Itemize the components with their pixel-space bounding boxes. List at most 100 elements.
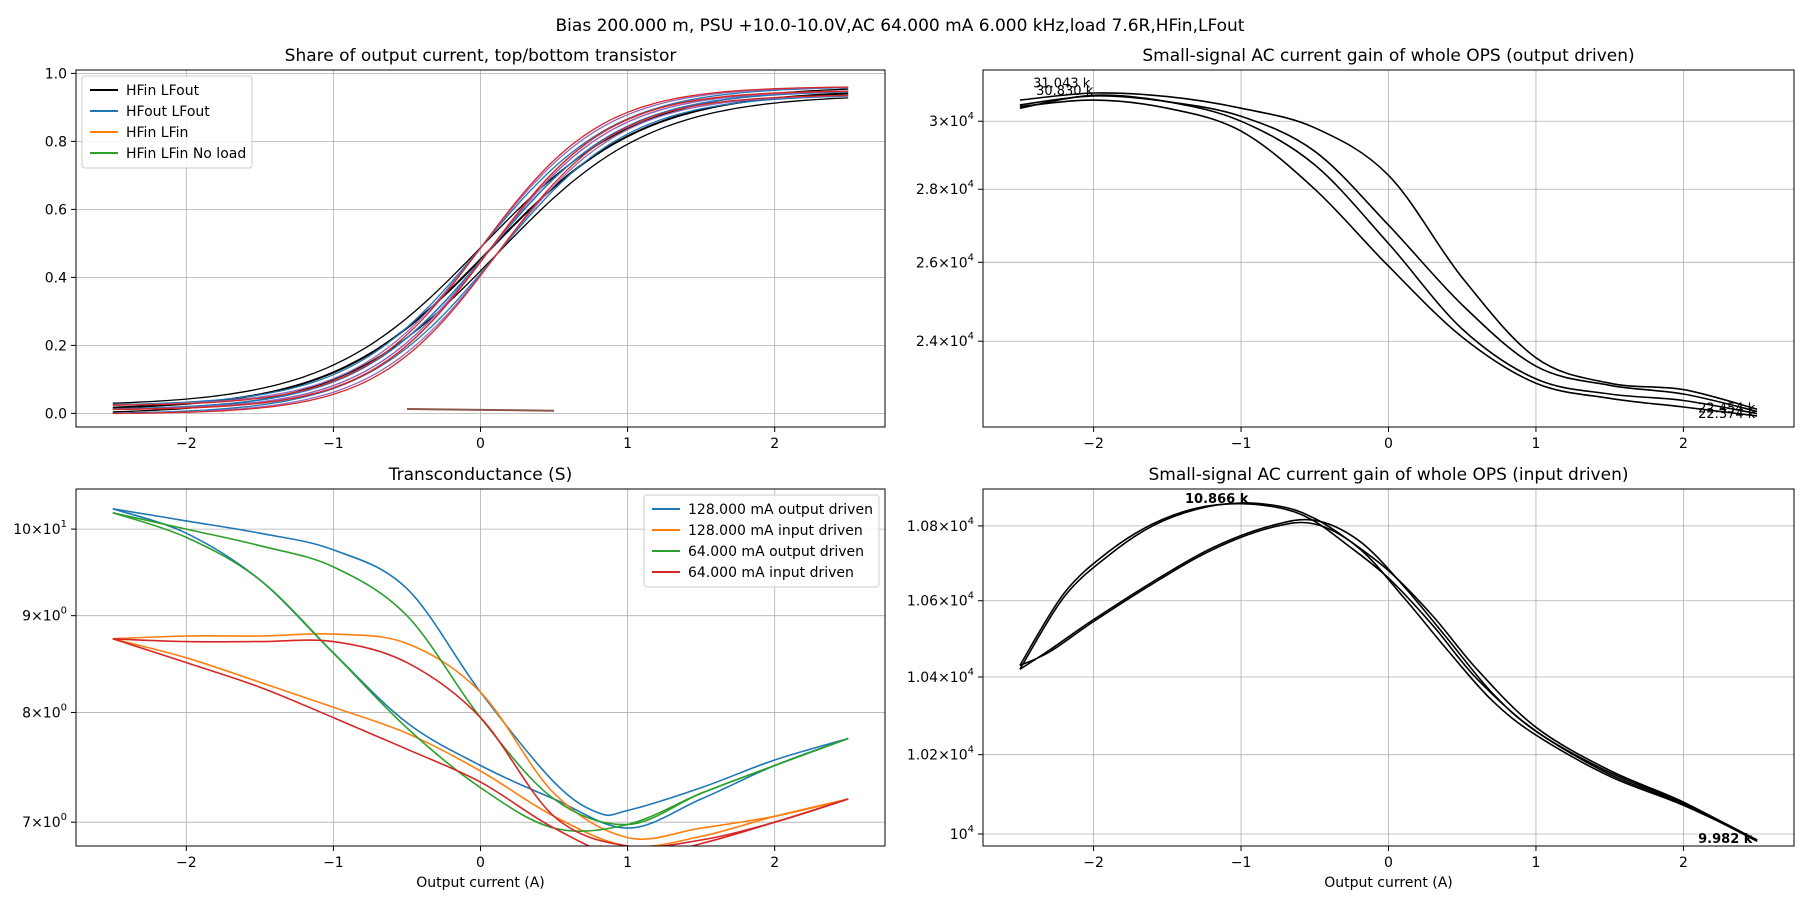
legend: HFin LFout HFout LFout HFin LFin HFin LFin …: [81, 75, 253, 169]
plot-area: [112, 508, 849, 846]
x-tick-label: 0: [476, 855, 485, 871]
panel-title: Small-signal AC current gain of whole OP…: [1142, 46, 1634, 66]
grid: [983, 70, 1794, 427]
y-tick-exponent: 4: [968, 252, 974, 263]
y-tick-exponent: 0: [61, 812, 67, 823]
x-tick-label: −1: [323, 436, 344, 452]
legend-entry: HFin LFin No load: [126, 146, 246, 162]
panel-title: Small-signal AC current gain of whole OP…: [1149, 465, 1629, 485]
y-tick-label: 9×100: [22, 606, 67, 625]
y-tick-label: 0.6: [45, 202, 67, 218]
y-tick-label: 1.06×104: [907, 591, 974, 610]
legend-entry: 64.000 mA output driven: [688, 544, 864, 560]
y-tick-label: 1.04×104: [907, 667, 974, 686]
y-tick-times: ×10: [31, 815, 61, 831]
x-tick-label: −1: [1231, 436, 1252, 452]
series-line: [1019, 521, 1758, 841]
y-tick-times: ×10: [938, 182, 968, 198]
y-tick-mantissa: 10: [950, 827, 968, 843]
y-tick-mantissa: 1.06: [907, 594, 938, 610]
series-line: [112, 86, 849, 406]
legend-entry: 64.000 mA input driven: [688, 565, 854, 581]
point-annotation: 9.982 k: [1698, 832, 1753, 847]
y-tick-times: ×10: [938, 255, 968, 271]
grid: [983, 489, 1794, 846]
y-tick-times: ×10: [938, 334, 968, 350]
y-tick-label: 10×101: [13, 519, 67, 538]
y-tick-mantissa: 8: [22, 705, 31, 721]
x-tick-label: −2: [176, 855, 197, 871]
legend-entry: HFin LFin: [126, 125, 188, 141]
y-tick-label: 2.8×104: [916, 179, 974, 198]
y-tick-mantissa: 3: [929, 114, 938, 130]
y-tick-label: 0.8: [45, 134, 67, 150]
y-tick-label: 1.0: [45, 66, 67, 82]
y-tick-exponent: 4: [968, 667, 974, 678]
y-tick-mantissa: 9: [22, 609, 31, 625]
y-tick-mantissa: 1.08: [907, 519, 938, 535]
series-line: [112, 633, 849, 840]
series-line: [1019, 95, 1758, 413]
x-tick-label: 2: [770, 855, 779, 871]
y-tick-times: ×10: [31, 705, 61, 721]
y-tick-label: 1.08×104: [907, 516, 974, 535]
y-tick-label: 2.6×104: [916, 252, 974, 271]
series-line: [1019, 92, 1758, 410]
y-tick-exponent: 4: [968, 331, 974, 342]
x-tick-label: −2: [1083, 436, 1104, 452]
y-tick-label: 0.2: [45, 338, 67, 354]
plot-area: [112, 86, 849, 415]
grid: [76, 489, 885, 846]
series-line: [112, 95, 849, 414]
legend-entry: HFin LFout: [126, 83, 200, 99]
series-line: [112, 90, 849, 411]
y-tick-mantissa: 1.04: [907, 670, 938, 686]
y-tick-exponent: 4: [968, 111, 974, 122]
x-tick-label: 1: [1531, 855, 1540, 871]
y-tick-exponent: 4: [968, 824, 974, 835]
panel-gain-input-driven: −2 −1 0 1 21041.02×1041.04×1041.06×1041.08×1…: [907, 465, 1795, 891]
x-tick-label: −2: [1083, 855, 1104, 871]
panel-share-of-output-current: −2 −1 0 1 2 0.0 0.2 0.4 0.6 0.8 1.0 Share of output…: [45, 46, 886, 452]
legend-entry: HFout LFout: [126, 104, 210, 120]
series-line: [406, 408, 555, 412]
y-tick-label: 1.02×104: [907, 745, 974, 764]
legend-entry: 128.000 mA output driven: [688, 502, 873, 518]
y-tick-exponent: 0: [61, 606, 67, 617]
x-tick-label: −2: [176, 436, 197, 452]
x-tick-label: 0: [476, 436, 485, 452]
y-tick-label: 3×104: [929, 111, 974, 130]
y-tick-exponent: 4: [968, 179, 974, 190]
x-tick-label: 0: [1384, 855, 1393, 871]
y-tick-times: ×10: [31, 609, 61, 625]
series-line: [112, 638, 849, 846]
legend-entry: 128.000 mA input driven: [688, 523, 863, 539]
y-tick-label: 7×100: [22, 812, 67, 831]
series-line: [112, 512, 849, 832]
panel-title: Transconductance (S): [388, 465, 572, 485]
y-tick-times: ×10: [938, 114, 968, 130]
y-tick-times: ×10: [938, 670, 968, 686]
plot-area: [1019, 502, 1758, 842]
legend-box: [81, 75, 253, 169]
panel-title: Share of output current, top/bottom tran…: [285, 46, 677, 66]
series-line: [1019, 518, 1758, 842]
x-tick-label: −1: [1231, 855, 1252, 871]
y-tick-label: 0.4: [45, 270, 67, 286]
y-tick-label: 0.0: [45, 406, 67, 422]
y-tick-mantissa: 10: [13, 522, 31, 538]
x-tick-label: 0: [1384, 436, 1393, 452]
y-tick-times: ×10: [31, 522, 61, 538]
panel-gain-output-driven: −2 −1 0 1 22.4×1042.6×1042.8×1043×104Small-s…: [916, 46, 1795, 452]
x-tick-label: 2: [1679, 436, 1688, 452]
y-tick-times: ×10: [938, 594, 968, 610]
y-tick-label: 8×100: [22, 702, 67, 721]
y-tick-mantissa: 1.02: [907, 748, 938, 764]
series-line: [112, 94, 849, 415]
panel-transconductance: −2 −1 0 1 27×1008×1009×10010×101Transconduct…: [13, 465, 886, 891]
series-line: [112, 638, 849, 846]
point-annotation: 30.830 k: [1036, 84, 1094, 99]
series-line: [1019, 502, 1758, 841]
figure-suptitle: Bias 200.000 m, PSU +10.0-10.0V,AC 64.00…: [556, 16, 1245, 36]
